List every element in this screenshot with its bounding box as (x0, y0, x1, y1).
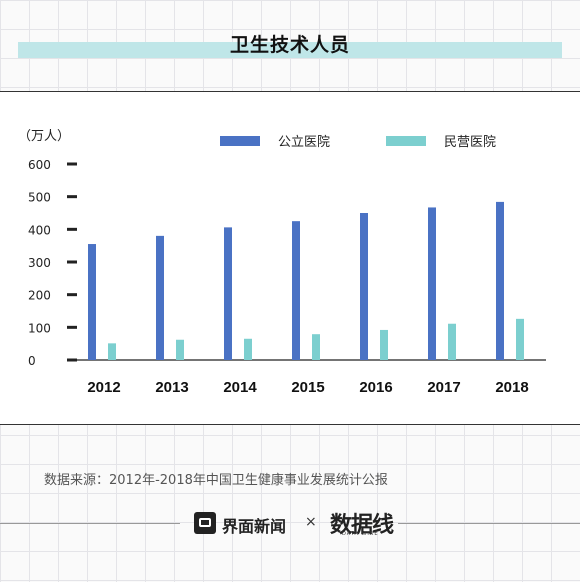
bar-public-hospital (88, 244, 96, 360)
bar-public-hospital (428, 207, 436, 360)
x-tick-label: 2017 (427, 379, 460, 396)
y-tick-label: 400 (28, 223, 51, 237)
source-note: 数据来源：2012年-2018年中国卫生健康事业发展统计公报 (44, 473, 388, 488)
x-tick-label: 2015 (291, 379, 324, 396)
bar-private-hospital (448, 323, 456, 360)
bar-public-hospital (496, 201, 504, 360)
bar-chart: （万人） 0 100 200 300 400 500 600 2012 2013 2014 2015 2… (18, 129, 546, 396)
footer-line-left (0, 523, 180, 524)
footer-line-right (398, 523, 580, 524)
page-title: 卫生技术人员 (229, 34, 350, 56)
y-tick-label: 0 (28, 354, 36, 368)
y-tick-label: 100 (28, 321, 51, 335)
partner-logo-subtitle: DATA WIRE (342, 531, 379, 537)
legend-swatch (220, 136, 260, 146)
chart-panel: （万人） 0 100 200 300 400 500 600 2012 2013 2014 2015 2… (0, 91, 580, 425)
legend-label: 民营医院 (444, 135, 496, 150)
x-tick-label: 2012 (87, 379, 120, 396)
y-tick-label: 300 (28, 256, 51, 270)
x-tick-label: 2018 (495, 379, 528, 396)
bar-private-hospital (380, 329, 388, 360)
x-tick-label: 2014 (223, 379, 257, 396)
bar-public-hospital (224, 227, 232, 360)
legend-label: 公立医院 (278, 135, 330, 150)
bar-private-hospital (516, 318, 524, 360)
y-tick-label: 600 (28, 158, 51, 172)
bar-private-hospital (244, 338, 252, 360)
x-tick-label: 2013 (155, 379, 188, 396)
separator-mark: × (305, 514, 317, 530)
partner-logo: 数据线 (330, 512, 394, 538)
legend-swatch (386, 136, 426, 146)
x-tick-label: 2016 (359, 379, 392, 396)
footer: 界面新闻 × 数据线 DATA WIRE (0, 509, 580, 538)
bar-public-hospital (156, 235, 164, 360)
bar-public-hospital (292, 221, 300, 360)
bar-private-hospital (108, 343, 116, 360)
y-tick-label: 200 (28, 289, 51, 303)
bar-private-hospital (176, 339, 184, 360)
bar-private-hospital (312, 334, 320, 360)
y-axis-unit-label: （万人） (18, 129, 70, 144)
bar-public-hospital (360, 213, 368, 360)
jiemian-logo-icon (194, 512, 216, 534)
y-tick-label: 500 (28, 191, 51, 205)
title-highlight-band (18, 42, 562, 58)
brand-name: 界面新闻 (222, 517, 287, 536)
